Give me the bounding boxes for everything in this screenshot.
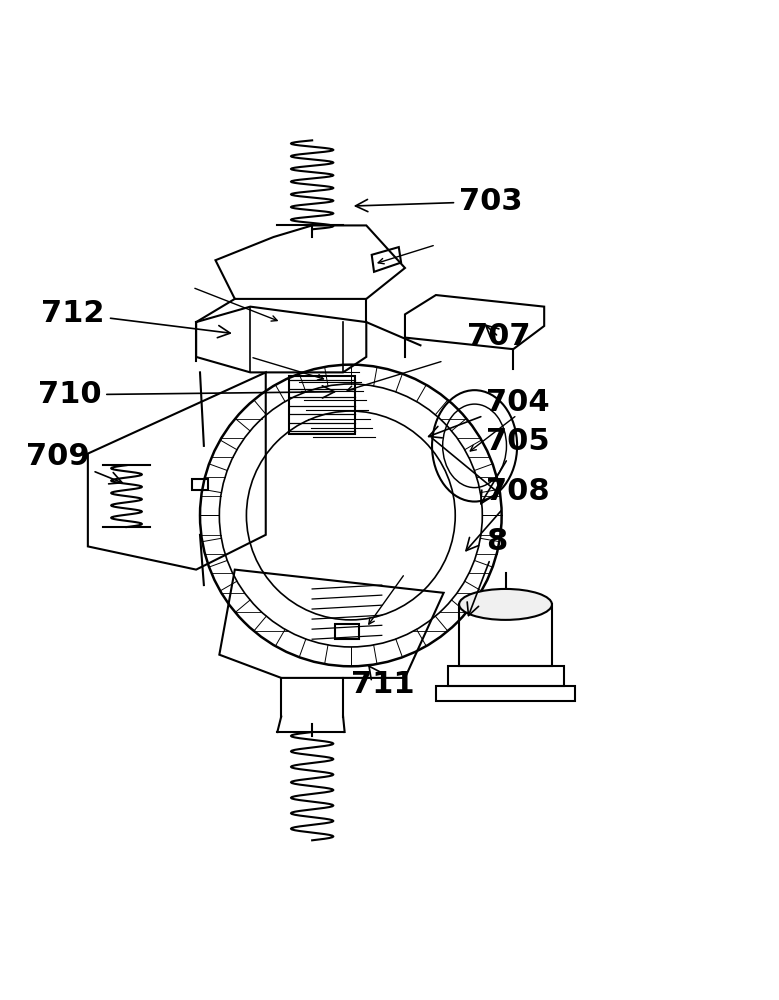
Text: 704: 704 xyxy=(428,388,550,438)
Text: 703: 703 xyxy=(355,187,523,216)
Text: 709: 709 xyxy=(26,442,122,484)
Text: 8: 8 xyxy=(467,527,507,616)
Text: 710: 710 xyxy=(37,380,335,409)
Text: 708: 708 xyxy=(466,477,550,551)
Ellipse shape xyxy=(459,589,552,620)
Text: 705: 705 xyxy=(481,427,550,504)
Text: 712: 712 xyxy=(41,299,231,338)
Text: 711: 711 xyxy=(351,665,414,699)
Text: 707: 707 xyxy=(467,322,530,351)
